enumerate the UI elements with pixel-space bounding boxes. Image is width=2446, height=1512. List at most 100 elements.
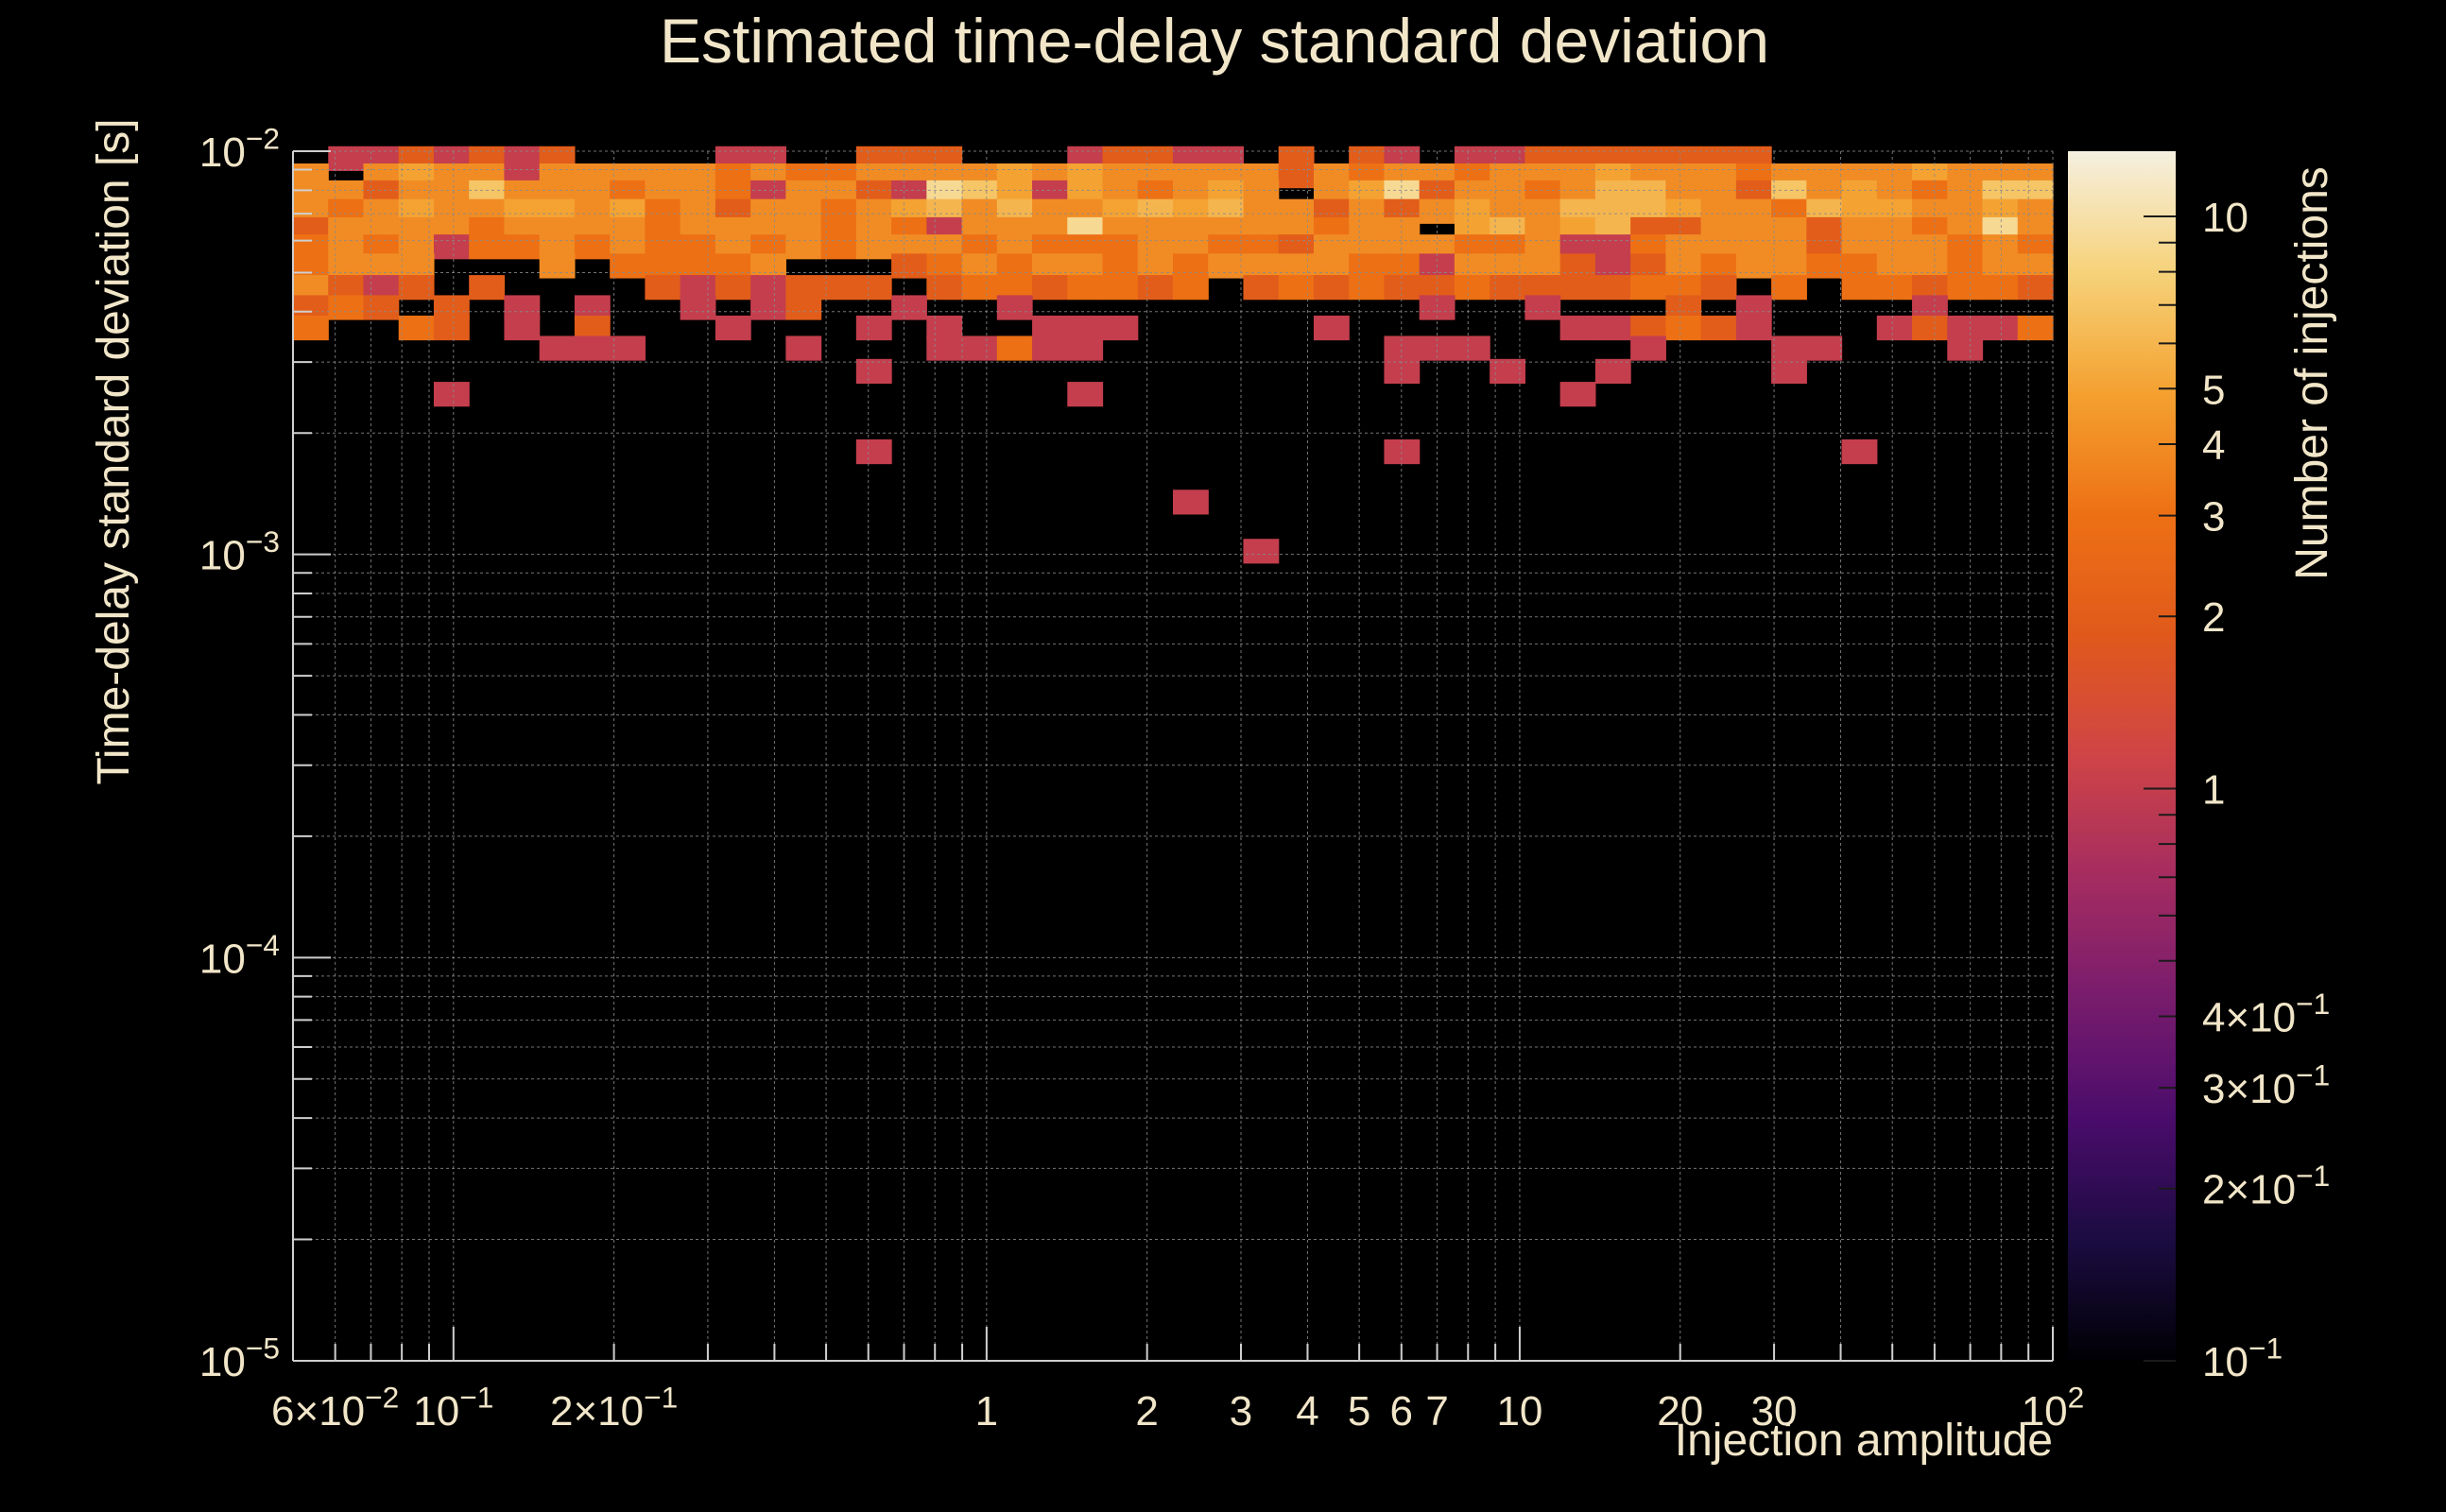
heatmap-cell — [1524, 253, 1561, 279]
heatmap-cell — [1243, 253, 1280, 279]
heatmap-cell — [715, 315, 751, 341]
y-tick-label: 10−3 — [199, 524, 280, 578]
heatmap-cell — [1067, 275, 1104, 301]
heatmap-cell — [1700, 275, 1737, 301]
heatmap-cell — [1771, 275, 1807, 301]
heatmap-cell — [1947, 253, 1984, 279]
heatmap-cell — [715, 253, 751, 279]
y-tick-label: 10−4 — [199, 928, 280, 982]
heatmap-cell — [433, 315, 470, 341]
colorbar-tick-label: 3 — [2202, 494, 2225, 541]
heatmap-cell — [1384, 335, 1421, 361]
heatmap-cell — [1665, 253, 1702, 279]
heatmap-cell — [293, 315, 329, 341]
heatmap-cell — [855, 438, 892, 465]
heatmap-cell — [574, 335, 611, 361]
x-axis-label: Injection amplitude — [1675, 1416, 2053, 1466]
heatmap-cell — [1841, 253, 1878, 279]
x-tick-label: 30 — [1751, 1388, 1798, 1435]
heatmap-cell — [2017, 315, 2054, 341]
heatmap-cell — [293, 253, 329, 279]
heatmap-cell — [504, 234, 541, 260]
y-axis-label: Time-delay standard deviation [s] — [89, 118, 139, 784]
heatmap-cell — [645, 253, 681, 279]
heatmap-cell — [1313, 275, 1350, 301]
colorbar-tick-label: 10 — [2202, 195, 2248, 241]
heatmap-cell — [1349, 253, 1386, 279]
heatmap-cell — [1806, 253, 1843, 279]
heatmap-cell — [1876, 253, 1913, 279]
heatmap-cell — [2017, 253, 2054, 279]
heatmap-cell — [1278, 163, 1315, 189]
heatmap-cell — [785, 335, 822, 361]
heatmap-cell — [1384, 358, 1421, 384]
heatmap-cell — [539, 253, 576, 279]
heatmap-cell — [539, 335, 576, 361]
heatmap-cell — [1278, 253, 1315, 279]
heatmap-cell — [1876, 315, 1913, 341]
heatmap-cell — [610, 253, 646, 279]
heatmap-cells — [293, 146, 2054, 564]
heatmap-cell — [1384, 275, 1421, 301]
heatmap-cell — [996, 335, 1033, 361]
heatmap-cell — [926, 335, 963, 361]
heatmap-cell — [1524, 295, 1561, 320]
heatmap-cell — [996, 253, 1033, 279]
heatmap-cell — [574, 234, 611, 260]
heatmap-cell — [1630, 335, 1666, 361]
heatmap-cell — [1594, 315, 1631, 341]
heatmap-cell — [1982, 253, 2019, 279]
colorbar-tick-label: 4 — [2202, 422, 2225, 469]
heatmap-cell — [469, 275, 506, 301]
x-tick-label: 4 — [1296, 1388, 1318, 1435]
heatmap-cell — [820, 234, 857, 260]
heatmap-cell — [1067, 335, 1104, 361]
heatmap-cell — [1243, 275, 1280, 301]
heatmap-cell — [1735, 315, 1772, 341]
x-tick-label: 7 — [1425, 1388, 1448, 1435]
heatmap-cell — [1700, 253, 1737, 279]
heatmap-cell — [469, 234, 506, 260]
colorbar-tick-label: 10−1 — [2202, 1332, 2282, 1385]
heatmap-cell — [1594, 275, 1631, 301]
heatmap-cell — [398, 253, 435, 279]
y-tick-label: 10−2 — [199, 122, 280, 176]
heatmap-cell — [1208, 253, 1245, 279]
heatmap-cell — [680, 295, 716, 320]
heatmap-cell — [1454, 335, 1490, 361]
y-tick-label: 10−5 — [199, 1332, 280, 1385]
heatmap-cell — [785, 295, 822, 320]
x-tick-label: 20 — [1657, 1388, 1703, 1435]
heatmap-cell — [891, 253, 927, 279]
x-tick-label: 3 — [1230, 1388, 1252, 1435]
heatmap-cell — [1067, 382, 1104, 407]
x-tick-label: 6×10−2 — [271, 1381, 399, 1435]
heatmap-cell — [820, 275, 857, 301]
heatmap-cell — [363, 295, 400, 320]
heatmap-cell — [1102, 253, 1139, 279]
colorbar-tick-label: 1 — [2202, 766, 2225, 813]
heatmap-cell — [1841, 438, 1878, 465]
heatmap-cell — [1137, 253, 1174, 279]
heatmap-cell — [1806, 335, 1843, 361]
x-tick-label: 5 — [1348, 1388, 1370, 1435]
heatmap-cell — [1032, 253, 1068, 279]
heatmap-cell — [433, 382, 470, 407]
heatmap-cell — [1137, 275, 1174, 301]
heatmap-cell — [328, 253, 365, 279]
heatmap-cell — [1067, 253, 1104, 279]
heatmap-cell — [750, 253, 786, 279]
heatmap-cell — [1630, 253, 1666, 279]
heatmap-cell — [1032, 335, 1068, 361]
heatmap-cell — [645, 275, 681, 301]
x-tick-label: 10−1 — [413, 1381, 493, 1435]
colorbar-tick-label: 2×10−1 — [2202, 1159, 2330, 1212]
heatmap-cell — [1982, 315, 2019, 341]
heatmap-cell — [1559, 315, 1596, 341]
heatmap-cell — [855, 234, 892, 260]
colorbar-label: Number of injections — [2287, 166, 2337, 580]
colorbar-gradient — [2068, 151, 2176, 1361]
heatmap-cell — [1947, 335, 1984, 361]
heatmap-cell — [891, 295, 927, 320]
